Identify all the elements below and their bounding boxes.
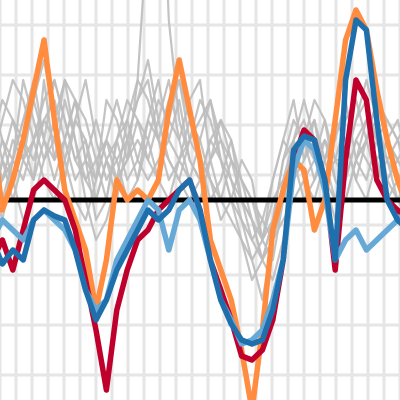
background-series-line xyxy=(0,78,400,242)
series-line-4 xyxy=(0,17,400,347)
highlighted-series-group xyxy=(0,7,400,400)
series-line-1 xyxy=(0,7,400,400)
